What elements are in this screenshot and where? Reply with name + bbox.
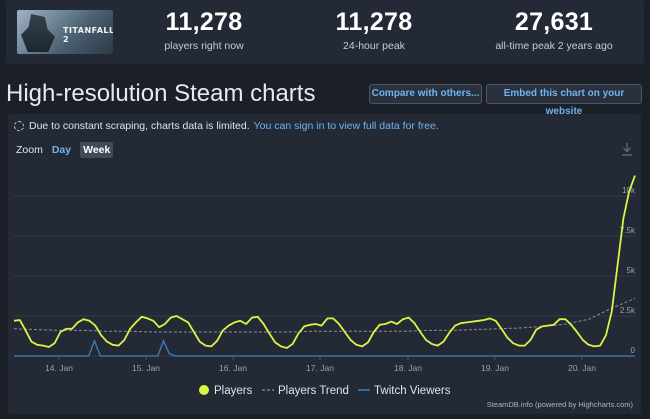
stat-value: 11,278 [165, 8, 243, 36]
y-tick-label: 5k [627, 266, 636, 275]
page-title: High-resolution Steam charts [6, 80, 316, 107]
compare-button[interactable]: Compare with others... [369, 84, 482, 104]
twitch-viewers-line [14, 338, 635, 357]
stat-label: all-time peak 2 years ago [495, 40, 613, 52]
chart-container: Due to constant scraping, charts data is… [8, 114, 641, 414]
zoom-label: Zoom [16, 144, 43, 156]
game-stats-bar: TITANFALL 2 11,278 players right now 11,… [6, 0, 644, 64]
players-trend-line [13, 297, 636, 333]
legend-twitch-label: Twitch Viewers [374, 385, 451, 397]
mech-artwork [21, 14, 55, 52]
legend-trend-label: Players Trend [278, 385, 349, 397]
download-icon[interactable] [621, 142, 633, 156]
stat-players-now: 11,278 players right now [154, 8, 254, 52]
notice-text: Due to constant scraping, charts data is… [29, 120, 250, 132]
x-tick-label: 18. Jan [394, 363, 422, 373]
y-tick-label: 7.5k [620, 226, 636, 235]
x-tick-label: 16. Jan [219, 363, 247, 373]
spinner-icon [14, 121, 24, 131]
game-logo-text: TITANFALL 2 [63, 26, 113, 44]
zoom-controls: Zoom Day Week [16, 142, 114, 158]
players-line [13, 175, 636, 349]
embed-chart-button[interactable]: Embed this chart on your website [486, 84, 642, 117]
stat-value: 11,278 [335, 8, 413, 36]
x-tick-label: 14. Jan [45, 363, 73, 373]
stat-label: 24-hour peak [343, 40, 405, 52]
x-tick-label: 17. Jan [306, 363, 334, 373]
zoom-week-button[interactable]: Week [80, 142, 114, 158]
x-tick-label: 20. Jan [568, 363, 596, 373]
x-tick-label: 15. Jan [132, 363, 160, 373]
y-tick-label: 2.5k [620, 306, 636, 315]
y-tick-label: 0 [631, 346, 636, 355]
stat-24h-peak: 11,278 24-hour peak [324, 8, 424, 52]
legend-players-label: Players [214, 385, 253, 397]
stat-value: 27,631 [514, 8, 594, 36]
legend-players-marker [199, 385, 209, 395]
sign-in-link[interactable]: You can sign in to view full data for fr… [253, 120, 439, 132]
data-limit-notice: Due to constant scraping, charts data is… [14, 120, 439, 132]
zoom-day-button[interactable]: Day [51, 144, 72, 156]
stat-label: players right now [164, 40, 244, 52]
stat-all-time-peak: 27,631 all-time peak 2 years ago [484, 8, 624, 52]
game-thumbnail[interactable]: TITANFALL 2 [17, 10, 113, 54]
chart-credit: SteamDB.info (powered by Highcharts.com) [486, 400, 633, 409]
x-tick-label: 19. Jan [481, 363, 509, 373]
